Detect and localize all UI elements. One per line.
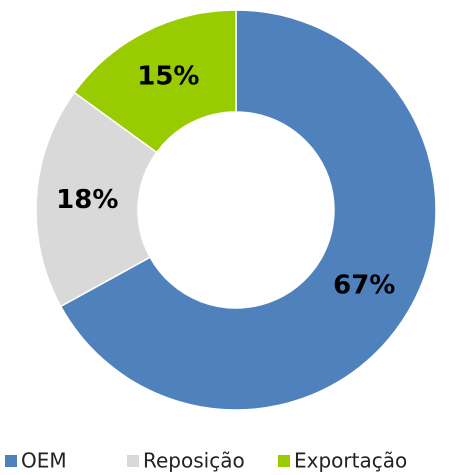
legend-swatch	[278, 455, 290, 467]
legend-swatch	[5, 455, 17, 467]
donut-slice	[73, 9, 237, 154]
data-label: 18%	[56, 185, 118, 215]
legend-label: Exportação	[294, 449, 407, 473]
donut-slice	[35, 91, 158, 308]
legend-label: Reposição	[143, 449, 245, 473]
data-label: 15%	[137, 62, 199, 92]
data-label: 67%	[333, 270, 395, 300]
legend-swatch	[127, 455, 139, 467]
legend-label: OEM	[21, 449, 67, 473]
donut-slice	[59, 9, 437, 411]
